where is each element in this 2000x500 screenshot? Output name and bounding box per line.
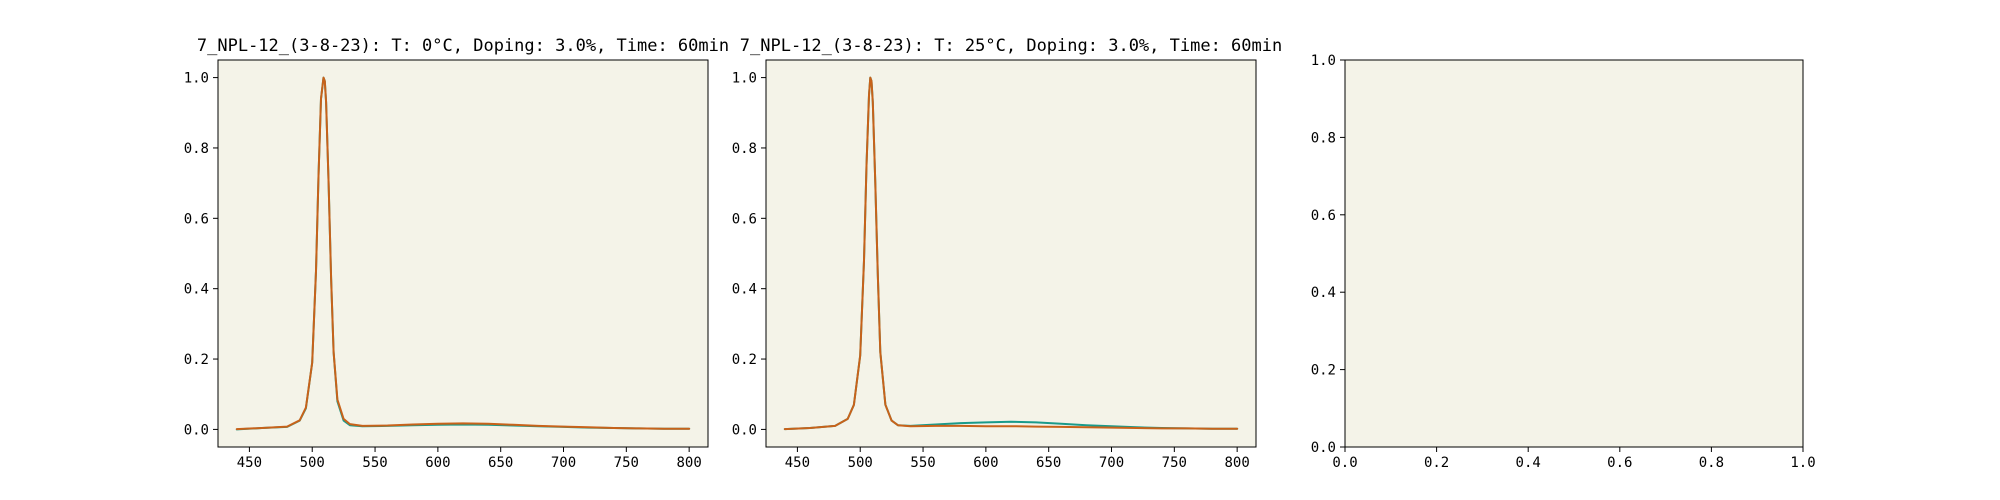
x-tick-label: 800: [677, 455, 702, 471]
axes-1: [765, 59, 1257, 448]
x-tick-label: 0.2: [1424, 455, 1449, 471]
y-tick-label: 0.8: [1311, 130, 1336, 146]
chart-title: 7_NPL-12_(3-8-23): T: 25°C, Doping: 3.0%…: [740, 36, 1282, 56]
y-tick-label: 0.2: [184, 352, 209, 368]
y-tick-label: 0.6: [1311, 208, 1336, 224]
subplot-middle: 7_NPL-12_(3-8-23): T: 25°C, Doping: 3.0%…: [732, 36, 1283, 471]
x-tick-label: 450: [237, 455, 262, 471]
x-tick-label: 650: [1036, 455, 1061, 471]
y-tick-label: 0.6: [184, 211, 209, 227]
y-tick-label: 0.8: [732, 141, 757, 157]
y-tick-label: 1.0: [1311, 53, 1336, 69]
chart-title: 7_NPL-12_(3-8-23): T: 0°C, Doping: 3.0%,…: [197, 36, 729, 56]
y-tick-label: 1.0: [732, 71, 757, 87]
series-line-2: [235, 76, 691, 431]
x-tick-label: 750: [614, 455, 639, 471]
x-tick-label: 750: [1162, 455, 1187, 471]
x-tick-label: 700: [1099, 455, 1124, 471]
x-tick-label: 550: [910, 455, 935, 471]
x-tick-label: 0.6: [1607, 455, 1632, 471]
subplot-left: 7_NPL-12_(3-8-23): T: 0°C, Doping: 3.0%,…: [184, 36, 729, 471]
y-tick-label: 0.0: [732, 422, 757, 438]
subplot-right-empty: 0.0 0.2 0.4 0.6 0.8 1.0 0.0 0.2 0.4 0.6 0.8 1.0: [1311, 53, 1816, 471]
x-tick-label: 450: [785, 455, 810, 471]
x-tick-label: 500: [300, 455, 325, 471]
y-tick-label: 0.6: [732, 211, 757, 227]
x-tick-label: 0.8: [1699, 455, 1724, 471]
y-tick-label: 0.0: [184, 422, 209, 438]
y-tick-label: 0.2: [732, 352, 757, 368]
y-tick-label: 0.8: [184, 141, 209, 157]
x-tick-label: 500: [848, 455, 873, 471]
y-tick-label: 0.2: [1311, 363, 1336, 379]
y-tick-label: 0.0: [1311, 440, 1336, 456]
y-tick-label: 0.4: [1311, 285, 1336, 301]
axes-0: [217, 59, 709, 448]
y-tick-label: 1.0: [184, 71, 209, 87]
axes-2: [1344, 59, 1804, 448]
x-tick-label: 650: [488, 455, 513, 471]
x-tick-label: 0.0: [1332, 455, 1357, 471]
y-tick-label: 0.4: [732, 282, 757, 298]
x-tick-label: 700: [551, 455, 576, 471]
x-tick-label: 600: [425, 455, 450, 471]
x-tick-label: 800: [1225, 455, 1250, 471]
series-line-2: [783, 76, 1239, 431]
x-tick-label: 550: [362, 455, 387, 471]
x-tick-label: 600: [973, 455, 998, 471]
y-tick-label: 0.4: [184, 282, 209, 298]
x-tick-label: 1.0: [1790, 455, 1815, 471]
x-tick-label: 0.4: [1516, 455, 1541, 471]
